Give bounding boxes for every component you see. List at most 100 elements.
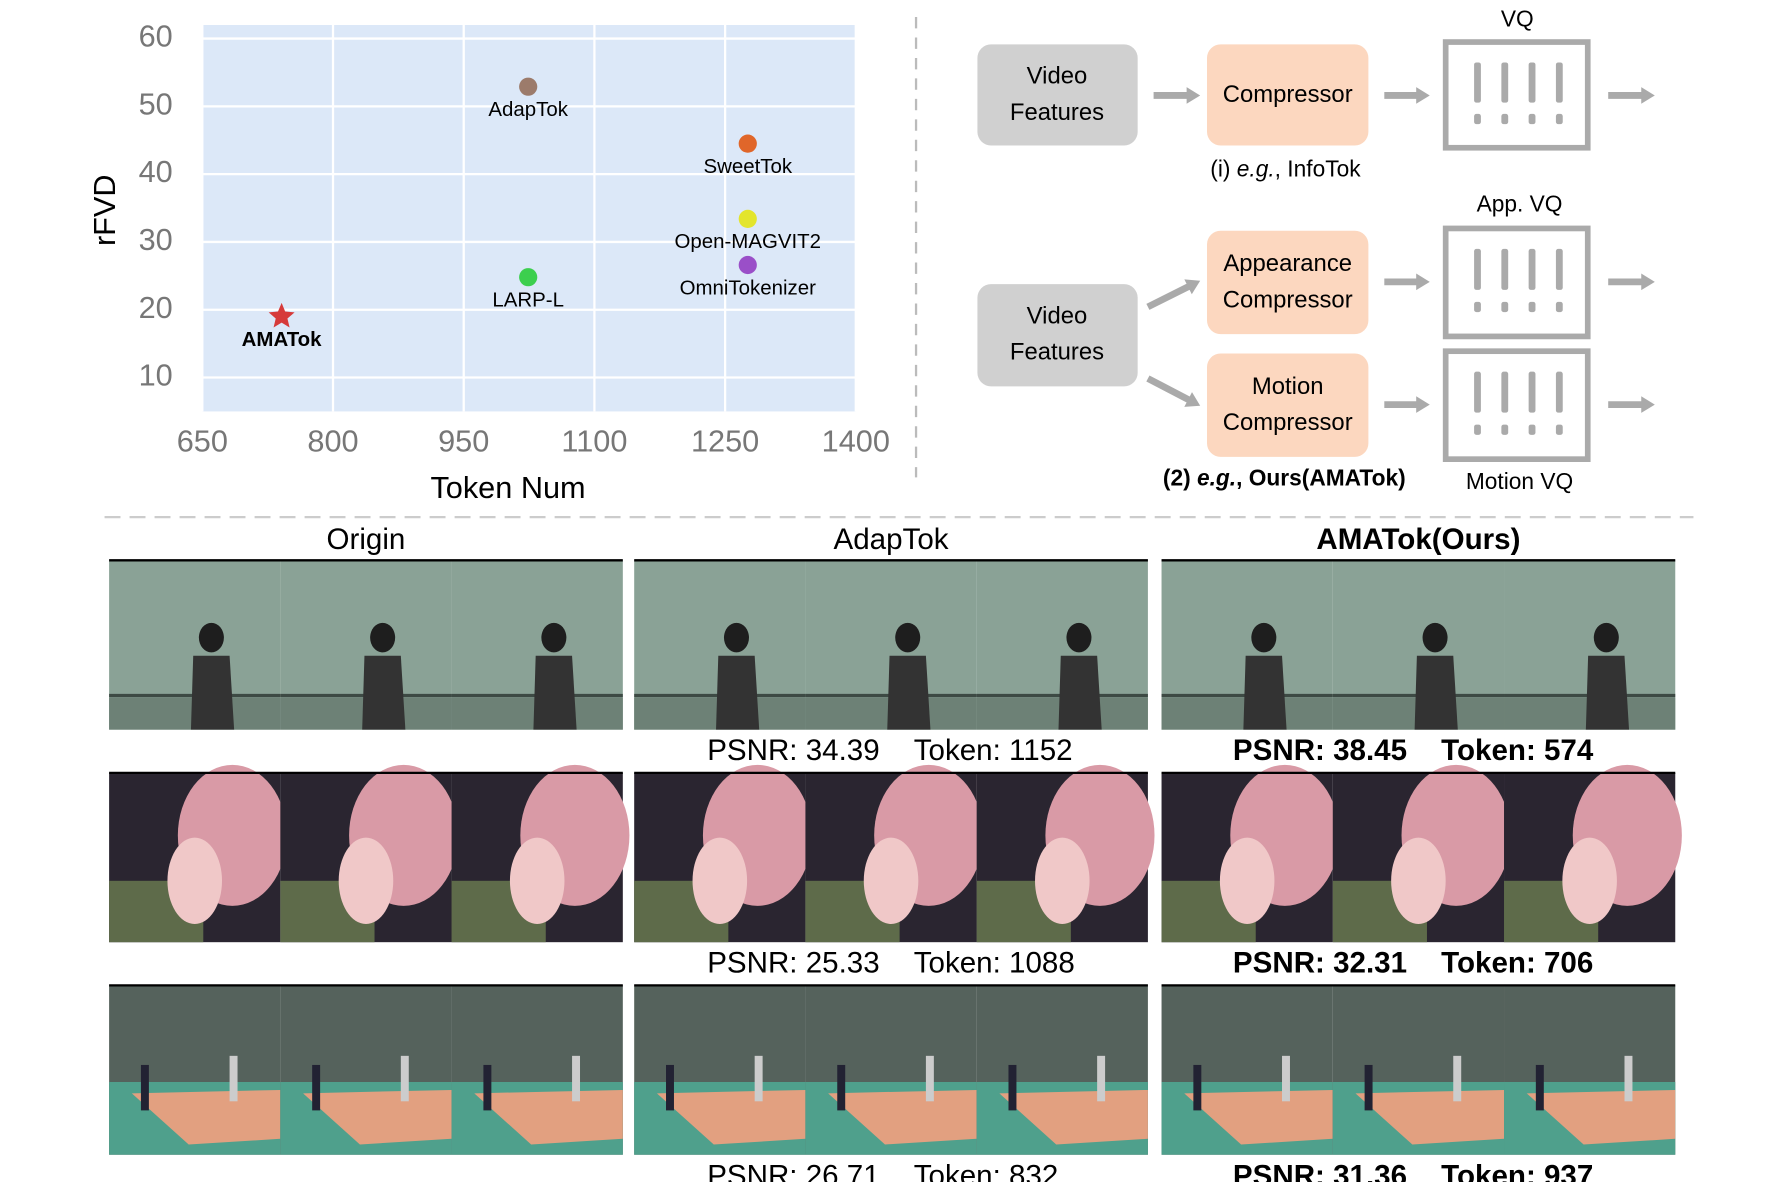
point-label: LARP-L: [492, 288, 564, 311]
floor: [131, 1089, 281, 1145]
player: [837, 1064, 846, 1111]
person-body: [1058, 655, 1102, 730]
token-label: Token: 706: [1441, 947, 1593, 980]
player: [1193, 1064, 1202, 1111]
player: [1535, 1064, 1544, 1111]
vq-label: Motion VQ: [1466, 468, 1573, 494]
arrow-head: [1416, 87, 1430, 104]
psnr-label: PSNR: 31.36: [1233, 1159, 1407, 1182]
vq-dot: [1528, 301, 1536, 313]
box-label: Appearance: [1223, 250, 1352, 277]
y-axis-title: rFVD: [87, 174, 122, 246]
psnr-label: PSNR: 34.39: [707, 734, 879, 767]
arrow: [1146, 375, 1192, 404]
vq-label: App. VQ: [1477, 191, 1563, 217]
caption: (i) e.g., InfoTok: [1210, 155, 1361, 181]
vq-box: [1442, 225, 1591, 340]
player: [925, 1055, 934, 1102]
hand: [1562, 837, 1617, 925]
vq-bar: [1528, 248, 1536, 290]
person-head: [370, 622, 396, 653]
vq-bar: [1501, 371, 1509, 413]
vq-bar: [1501, 248, 1509, 290]
hand: [692, 837, 748, 925]
point: [519, 77, 538, 96]
comparison: Origin AdapTok AMATok(Ours) PSNR: 34.39 Toke…: [109, 523, 1682, 1182]
player: [1453, 1055, 1462, 1102]
vq-dot: [1501, 113, 1509, 125]
floor: [474, 1089, 623, 1145]
column-title: Origin: [327, 523, 406, 556]
arrow-head: [1184, 392, 1201, 407]
caption-part: e.g.: [1237, 155, 1275, 181]
y-tick-label: 10: [139, 358, 173, 393]
vq-bar: [1474, 62, 1481, 103]
player: [312, 1064, 321, 1111]
vq-bar: [1528, 371, 1536, 413]
box: [1207, 353, 1369, 457]
vq-bar: [1474, 248, 1481, 290]
person-body: [1585, 655, 1630, 730]
psnr-label: PSNR: 38.45: [1233, 734, 1407, 767]
point: [738, 209, 757, 228]
player: [572, 1055, 581, 1102]
person-body: [533, 655, 577, 730]
arrow-head: [1186, 87, 1201, 104]
y-tick-label: 50: [139, 86, 173, 121]
caption-part: , Ours(AMATok): [1236, 465, 1406, 491]
hand: [863, 837, 919, 925]
column-title: AdapTok: [834, 523, 949, 556]
x-tick-label: 1250: [691, 423, 759, 458]
vq-bar: [1555, 371, 1563, 413]
vq-bar: [1555, 62, 1563, 103]
floor: [1355, 1089, 1505, 1145]
y-tick-label: 40: [139, 154, 173, 189]
point-label: SweetTok: [703, 155, 792, 178]
box-label: Compressor: [1223, 409, 1353, 436]
vq-dot: [1474, 113, 1481, 125]
floor: [1526, 1089, 1676, 1145]
vq-bar: [1474, 371, 1481, 413]
x-tick-label: 1400: [822, 423, 890, 458]
token-label: Token: 1152: [914, 734, 1073, 767]
person-body: [190, 655, 235, 730]
y-tick-label: 30: [139, 222, 173, 257]
caption-part: (2): [1163, 465, 1197, 491]
vq-bar: [1528, 62, 1536, 103]
vq-dot: [1501, 424, 1509, 435]
x-tick-label: 950: [438, 423, 489, 458]
box-label: Compressor: [1223, 81, 1353, 108]
x-tick-label: 1100: [561, 423, 627, 458]
box-label: Features: [1010, 99, 1104, 126]
person-body: [1243, 655, 1287, 730]
psnr-label: PSNR: 26.71: [707, 1159, 879, 1182]
hand: [1391, 837, 1446, 925]
person-head: [541, 622, 567, 653]
hand: [1219, 837, 1275, 925]
hand: [1035, 837, 1090, 925]
vq-label: VQ: [1501, 5, 1534, 31]
point-label: AMATok: [242, 328, 322, 351]
arrow-head: [1416, 273, 1430, 291]
person-body: [1414, 655, 1458, 730]
psnr-label: PSNR: 25.33: [707, 947, 879, 980]
floor: [999, 1089, 1148, 1145]
vq-dot: [1501, 301, 1509, 313]
vq-dot: [1474, 424, 1481, 435]
person-head: [895, 622, 921, 653]
box: [1207, 230, 1369, 335]
floor: [303, 1089, 452, 1145]
y-tick-label: 60: [139, 19, 173, 54]
arrow-head: [1416, 396, 1430, 413]
token-label: Token: 832: [914, 1159, 1059, 1182]
person-head: [723, 622, 749, 653]
hand: [167, 837, 223, 925]
vq-dot: [1474, 301, 1481, 313]
caption: (2) e.g., Ours(AMATok): [1163, 465, 1406, 491]
vq-dot: [1555, 301, 1563, 313]
caption-part: , InfoTok: [1275, 155, 1362, 181]
arrow-head: [1641, 87, 1655, 104]
point-label: Open-MAGVIT2: [675, 230, 822, 253]
vq-bar: [1501, 62, 1509, 103]
